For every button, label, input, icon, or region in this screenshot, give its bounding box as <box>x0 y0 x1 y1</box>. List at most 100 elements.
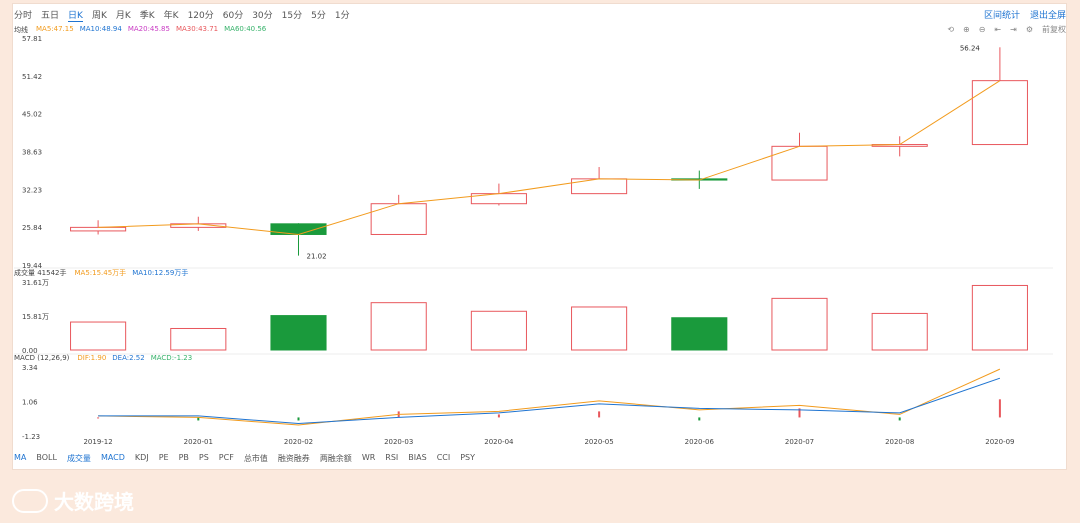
watermark: 大数跨境 <box>12 486 134 515</box>
candle-body <box>370 203 427 235</box>
indicator-bar: MA BOLL 成交量 MACD KDJ PE PB PS PCF 总市值 融资融券 两融余额 WR RS… <box>14 453 475 464</box>
tab-12[interactable]: 1分 <box>334 11 350 21</box>
y-tick-label: 38.63 <box>22 148 42 156</box>
macd-histogram-bar <box>197 417 200 421</box>
refresh-icon[interactable]: ⟲ <box>947 25 955 34</box>
indicator-14[interactable]: BIAS <box>408 453 427 462</box>
y-tick-label: 32.23 <box>22 186 42 194</box>
zoom-in-icon[interactable]: ⊕ <box>963 25 970 34</box>
scroll-right-icon[interactable]: ⇥ <box>1010 25 1017 34</box>
tab-5[interactable]: 季K <box>139 11 155 21</box>
volume-panel-label: 成交量 41542手 <box>14 269 67 277</box>
toolbar: ⟲ ⊕ ⊖ ⇤ ⇥ ⚙ 前复权 <box>947 24 1066 35</box>
tab-8[interactable]: 60分 <box>222 11 244 21</box>
indicator-3[interactable]: MACD <box>100 453 125 462</box>
y-tick-label: 45.02 <box>22 111 42 119</box>
candle-body <box>971 80 1028 146</box>
x-tick-label: 2020-04 <box>484 438 514 446</box>
vol-legend-item: MA10:12.59万手 <box>132 269 189 277</box>
price-panel-label: 均线 <box>14 26 28 34</box>
y-tick-label: 51.42 <box>22 73 42 81</box>
x-tick-label: 2020-06 <box>685 438 715 446</box>
x-tick-label: 2020-05 <box>584 438 613 446</box>
macd-histogram-bar <box>798 408 801 418</box>
ma-legend-items: MA5:47.15 MA10:48.94 MA20:45.85 MA30:43.71 M… <box>36 25 266 35</box>
scroll-left-icon[interactable]: ⇤ <box>994 25 1002 34</box>
y-tick-label: 31.61万 <box>22 279 49 287</box>
tab-9[interactable]: 30分 <box>252 11 273 21</box>
tab-10[interactable]: 15分 <box>281 11 303 21</box>
tab-1[interactable]: 五日 <box>41 11 60 21</box>
indicator-1[interactable]: BOLL <box>36 453 57 462</box>
exit-fullscreen-link[interactable]: 退出全屏 <box>1029 11 1066 21</box>
high-price-label: 56.24 <box>960 44 981 52</box>
tab-7[interactable]: 120分 <box>187 11 214 21</box>
x-tick-label: 2020-08 <box>885 438 914 446</box>
indicator-13[interactable]: RSI <box>385 453 399 462</box>
ma-legend-item: MA10:48.94 <box>79 25 122 33</box>
y-tick-label: 1.06 <box>22 398 38 406</box>
candle-body <box>771 145 828 181</box>
watermark-logo-icon <box>12 488 48 513</box>
x-tick-label: 2020-07 <box>785 438 814 446</box>
indicator-9[interactable]: 总市值 <box>243 454 268 463</box>
volume-bar <box>70 321 127 351</box>
y-tick-label: 15.81万 <box>22 313 49 321</box>
tab-11[interactable]: 5分 <box>311 11 326 21</box>
dif-line <box>98 368 1001 426</box>
ma5-line <box>98 80 1001 235</box>
tab-6[interactable]: 年K <box>163 11 179 21</box>
price-ma-legend: 均线 MA5:47.15 MA10:48.94 MA20:45.85 MA30:43.… <box>14 25 266 35</box>
ma-legend-item: MA60:40.56 <box>224 25 267 33</box>
vol-legend-item: MA5:15.45万手 <box>74 269 127 277</box>
top-right-links: 区间统计 退出全屏 <box>984 8 1066 21</box>
ma-legend-item: MA20:45.85 <box>127 25 170 33</box>
indicator-15[interactable]: CCI <box>436 453 451 462</box>
indicator-4[interactable]: KDJ <box>134 453 149 462</box>
y-tick-label: 25.84 <box>22 224 43 232</box>
indicator-7[interactable]: PS <box>198 453 209 462</box>
tab-3[interactable]: 周K <box>91 11 107 21</box>
x-tick-label: 2020-01 <box>184 438 213 446</box>
volume-bar <box>871 312 928 351</box>
settings-icon[interactable]: ⚙ <box>1025 25 1033 34</box>
indicator-11[interactable]: 两融余额 <box>319 454 352 463</box>
macd-histogram-bar <box>97 417 100 419</box>
range-stats-link[interactable]: 区间统计 <box>983 11 1020 21</box>
volume-legend: 成交量 41542手 MA5:15.45万手 MA10:12.59万手 <box>14 268 188 278</box>
macd-legend-item: MACD:-1.23 <box>150 354 193 362</box>
volume-bar <box>771 297 828 351</box>
indicator-10[interactable]: 融资融券 <box>277 454 310 463</box>
volume-bar <box>571 306 628 351</box>
zoom-out-icon[interactable]: ⊖ <box>978 25 986 34</box>
volume-bar <box>370 302 427 351</box>
tab-0[interactable]: 分时 <box>14 11 33 21</box>
ma-legend-item: MA5:47.15 <box>36 25 74 33</box>
indicator-5[interactable]: PE <box>158 453 169 462</box>
indicator-16[interactable]: PSY <box>460 453 476 462</box>
tab-2[interactable]: 日K <box>68 8 83 22</box>
watermark-text: 大数跨境 <box>54 490 134 514</box>
macd-histogram-bar <box>998 399 1001 418</box>
x-tick-label: 2020-09 <box>985 438 1014 446</box>
macd-legend-items: DIF:1.90 DEA:2.52 MACD:-1.23 <box>77 354 192 362</box>
indicator-6[interactable]: PB <box>178 453 189 462</box>
indicator-8[interactable]: PCF <box>218 453 234 462</box>
period-tabs: 分时 五日 日K 周K 月K 季K 年K 120分 60分 30分 15分 5分 1分 <box>14 8 350 22</box>
macd-histogram-bar <box>698 417 701 421</box>
y-tick-label: 19.44 <box>22 262 43 270</box>
y-tick-label: 0.00 <box>22 347 38 355</box>
adjust-mode-label[interactable]: 前复权 <box>1042 25 1066 34</box>
indicator-0[interactable]: MA <box>14 453 27 462</box>
dea-line <box>98 377 1001 424</box>
x-tick-label: 2020-03 <box>384 438 413 446</box>
volume-bar <box>671 317 728 351</box>
ma-legend-item: MA30:43.71 <box>175 25 219 33</box>
indicator-2[interactable]: 成交量 <box>66 454 91 463</box>
tab-4[interactable]: 月K <box>115 11 131 21</box>
indicator-12[interactable]: WR <box>361 453 376 462</box>
macd-histogram-bar <box>598 411 601 418</box>
volume-bar <box>971 284 1028 351</box>
y-tick-label: 3.34 <box>22 364 38 372</box>
